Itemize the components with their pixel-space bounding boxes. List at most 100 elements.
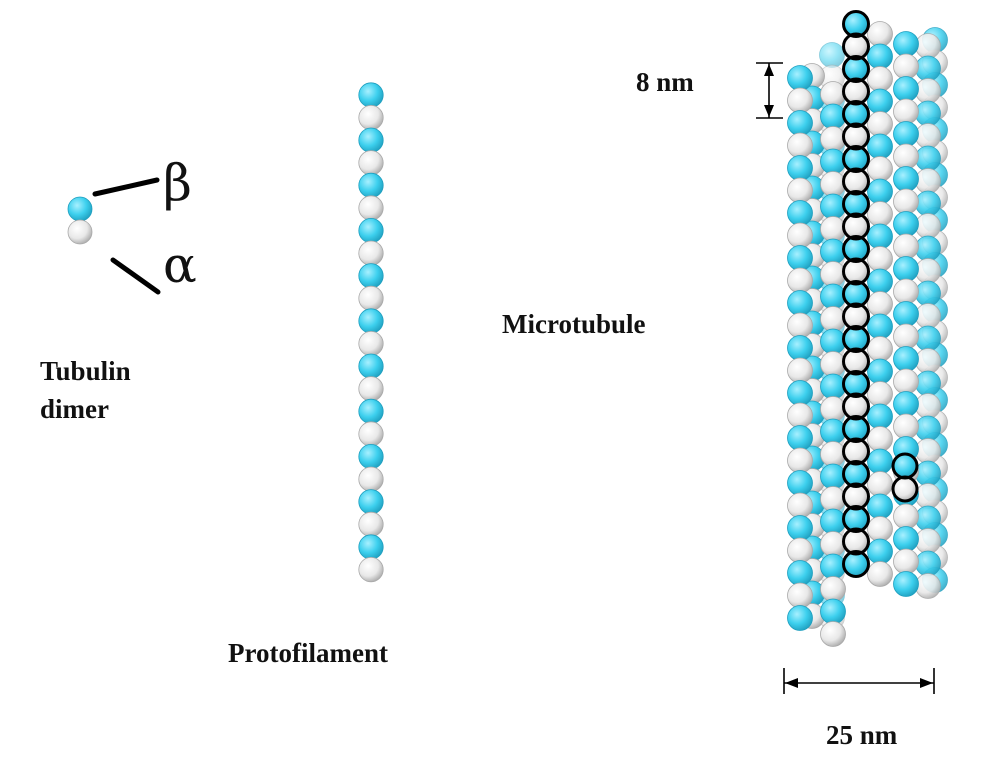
alpha-subunit-bead	[893, 233, 919, 260]
alpha-subunit-bead	[358, 150, 384, 176]
alpha-subunit-bead	[820, 486, 846, 512]
alpha-subunit-bead	[867, 561, 893, 587]
beta-subunit-bead	[820, 373, 846, 400]
alpha-subunit-bead	[787, 537, 813, 564]
beta-subunit-bead	[915, 145, 941, 172]
protofilament-outline-segment	[842, 482, 870, 511]
alpha-subunit-bead	[787, 582, 813, 609]
beta-subunit-bead	[358, 172, 384, 198]
beta-subunit-bead	[915, 280, 941, 307]
beta-subunit-bead	[867, 43, 893, 70]
beta-subunit-bead	[915, 190, 941, 217]
beta-subunit-bead	[787, 425, 813, 451]
beta-subunit-bead	[867, 493, 893, 520]
alpha-subunit-bead	[787, 267, 813, 294]
beta-subunit-bead	[893, 166, 919, 192]
alpha-subunit-bead	[358, 330, 384, 357]
microtubule-caption: Microtubule	[502, 309, 646, 339]
alpha-subunit-bead	[867, 381, 893, 407]
alpha-subunit-bead	[893, 188, 919, 215]
alpha-subunit-bead	[867, 336, 893, 362]
diameter-dimension	[783, 668, 935, 694]
protofilament-outline-segment	[842, 100, 870, 128]
beta-subunit-bead	[893, 526, 919, 552]
beta-subunit-bead	[358, 218, 384, 244]
alpha-subunit-bead	[358, 556, 384, 583]
alpha-subunit-bead	[820, 171, 846, 197]
beta-subunit-bead	[820, 103, 846, 130]
protofilament-beads	[358, 82, 384, 583]
beta-subunit-bead	[358, 489, 384, 515]
alpha-subunit-bead	[67, 219, 93, 245]
beta-subunit-bead	[915, 370, 941, 397]
beta-leader-line	[92, 177, 160, 197]
protofilament-outline-segment	[842, 122, 870, 151]
alpha-subunit-bead	[867, 426, 893, 452]
beta-subunit-bead	[893, 301, 919, 327]
beta-subunit-bead	[867, 178, 893, 205]
tubulin-dimer: β α Tubulin dimer	[40, 154, 197, 424]
beta-subunit-bead	[787, 515, 813, 541]
dimer-spacing-dimension	[756, 62, 783, 119]
alpha-subunit-bead	[787, 87, 813, 114]
dimer-outline-segment	[891, 475, 919, 503]
beta-subunit-bead	[820, 508, 846, 535]
beta-subunit-bead	[787, 290, 813, 316]
protofilament-caption: Protofilament	[228, 638, 388, 668]
diameter-label: 25 nm	[826, 720, 898, 750]
protofilament-outline-segment	[842, 347, 870, 376]
alpha-subunit-bead	[820, 441, 846, 467]
alpha-subunit-bead	[787, 312, 813, 339]
alpha-subunit-bead	[893, 413, 919, 440]
beta-subunit-bead	[820, 598, 846, 625]
beta-subunit-bead	[915, 505, 941, 532]
beta-subunit-bead	[820, 553, 846, 580]
alpha-subunit-bead	[787, 177, 813, 204]
protofilament-outline-segment	[842, 77, 870, 106]
beta-subunit-bead	[867, 448, 893, 475]
beta-subunit-bead	[915, 325, 941, 352]
microtubule-lattice	[787, 11, 948, 647]
beta-subunit-bead	[867, 313, 893, 340]
beta-subunit-bead	[787, 470, 813, 496]
beta-subunit-bead	[358, 353, 384, 379]
beta-subunit-bead	[787, 335, 813, 361]
tubulin-dimer-caption-line2: dimer	[40, 394, 109, 424]
beta-subunit-bead	[893, 391, 919, 417]
alpha-subunit-bead	[893, 53, 919, 80]
alpha-subunit-bead	[358, 195, 384, 221]
beta-subunit-bead	[915, 100, 941, 127]
beta-subunit-bead	[820, 418, 846, 445]
alpha-subunit-bead	[915, 213, 941, 239]
alpha-subunit-bead	[787, 447, 813, 474]
alpha-subunit-bead	[820, 396, 846, 422]
alpha-subunit-bead	[867, 21, 893, 47]
protofilament-outline-segment	[842, 145, 870, 173]
beta-subunit-bead	[867, 88, 893, 115]
beta-subunit-bead	[820, 328, 846, 355]
alpha-subunit-bead	[787, 402, 813, 429]
alpha-subunit-bead	[915, 528, 941, 554]
alpha-subunit-bead	[893, 278, 919, 305]
alpha-subunit-bead	[915, 258, 941, 284]
beta-subunit-bead	[893, 121, 919, 147]
alpha-subunit-bead	[867, 471, 893, 497]
beta-subunit-bead	[915, 415, 941, 442]
beta-subunit-bead	[787, 245, 813, 271]
alpha-subunit-bead	[915, 78, 941, 104]
beta-subunit-bead	[358, 263, 384, 289]
highlighted-protofilament-outline	[842, 10, 870, 578]
beta-subunit-bead	[893, 211, 919, 237]
beta-subunit-bead	[820, 238, 846, 265]
beta-subunit-bead	[358, 398, 384, 424]
beta-subunit-bead	[358, 308, 384, 334]
beta-subunit-bead	[787, 110, 813, 136]
protofilament-outline-segment	[842, 302, 870, 331]
dimer-spacing-label: 8 nm	[636, 67, 694, 97]
alpha-subunit-bead	[915, 393, 941, 419]
beta-subunit-bead	[915, 55, 941, 82]
tubulin-dimer-caption-line1: Tubulin	[40, 356, 131, 386]
beta-subunit-bead	[787, 380, 813, 406]
beta-subunit-bead	[820, 148, 846, 175]
alpha-subunit-bead	[893, 368, 919, 395]
